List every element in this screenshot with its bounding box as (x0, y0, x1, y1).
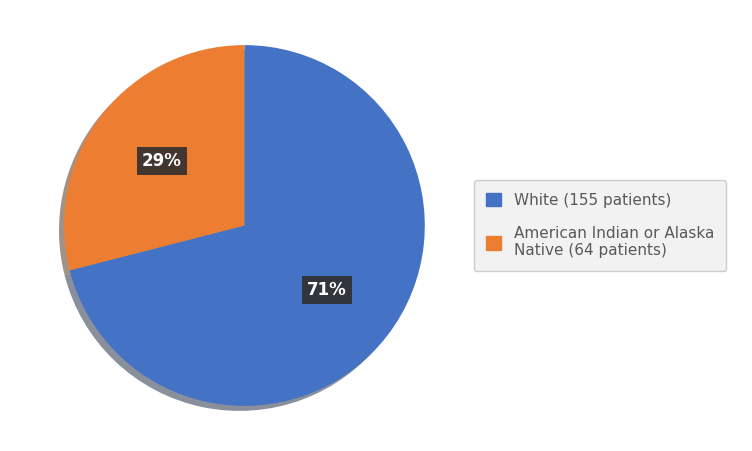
Text: 71%: 71% (308, 281, 347, 299)
Legend: White (155 patients), American Indian or Alaska
Native (64 patients): White (155 patients), American Indian or… (474, 180, 726, 271)
Wedge shape (70, 45, 425, 406)
Text: 29%: 29% (142, 152, 182, 170)
Wedge shape (64, 45, 244, 270)
